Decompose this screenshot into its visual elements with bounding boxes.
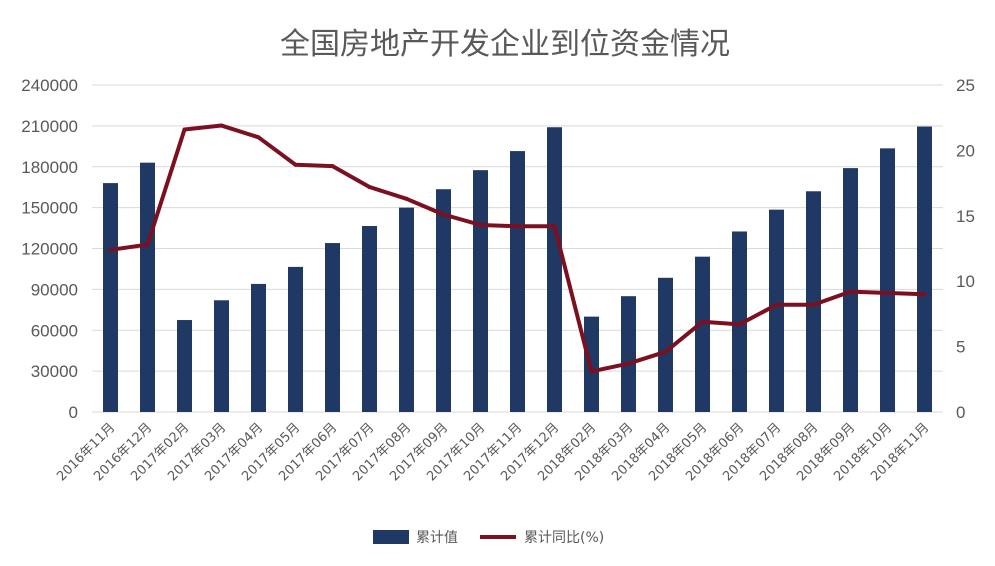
y-right-tick-label: 15: [956, 207, 975, 226]
line-point: [515, 224, 520, 229]
bar: [917, 126, 932, 413]
line-point: [626, 361, 631, 366]
legend: 累计值 累计同比(%): [373, 530, 604, 546]
line-point: [478, 222, 483, 227]
line-point: [219, 123, 224, 128]
y-left-tick-label: 210000: [21, 117, 78, 136]
y-right-tick-label: 25: [956, 76, 975, 95]
y-left-tick-label: 240000: [21, 76, 78, 95]
legend-bar-swatch: [373, 530, 409, 544]
line-point: [885, 290, 890, 295]
bar: [880, 148, 895, 412]
line-point: [700, 319, 705, 324]
y-axis-left: 0 30000 60000 90000 120000 150000 180000 210000…: [21, 76, 78, 422]
bar: [658, 277, 673, 412]
line-point: [589, 369, 594, 374]
line-point: [663, 349, 668, 354]
bar: [547, 127, 562, 413]
line-point: [182, 127, 187, 132]
bar: [251, 283, 266, 412]
bar: [436, 189, 451, 412]
y-left-tick-label: 30000: [31, 362, 78, 381]
bar: [399, 207, 414, 412]
bar: [214, 300, 229, 412]
legend-bar-label: 累计值: [416, 530, 458, 546]
line-series: [108, 123, 927, 374]
bar: [103, 183, 118, 412]
line-point: [848, 289, 853, 294]
line-point: [774, 302, 779, 307]
y-right-tick-label: 10: [956, 272, 975, 291]
line-point: [367, 185, 372, 190]
y-left-tick-label: 0: [69, 403, 78, 422]
x-axis: 2016年11月2016年12月2017年02月2017年03月2017年04月…: [54, 420, 932, 484]
bar: [325, 243, 340, 412]
bar-series: [103, 126, 932, 413]
bar: [362, 226, 377, 412]
bar: [732, 231, 747, 412]
line-point: [441, 212, 446, 217]
bar: [769, 209, 784, 412]
y-left-tick-label: 150000: [21, 199, 78, 218]
line-point: [145, 242, 150, 247]
line-point: [552, 224, 557, 229]
legend-line-label: 累计同比(%): [524, 530, 604, 546]
bar: [806, 191, 821, 412]
line-point: [922, 292, 927, 297]
bar: [621, 296, 636, 412]
y-right-tick-label: 0: [956, 403, 965, 422]
line-point: [737, 322, 742, 327]
bar: [288, 266, 303, 412]
bar: [140, 162, 155, 412]
line-point: [811, 302, 816, 307]
y-left-tick-label: 60000: [31, 321, 78, 340]
y-left-tick-label: 120000: [21, 240, 78, 259]
bar: [473, 170, 488, 412]
line-point: [108, 247, 113, 252]
bar: [695, 256, 710, 412]
bar: [177, 320, 192, 412]
y-right-tick-label: 5: [956, 338, 965, 357]
bar: [510, 151, 525, 413]
y-left-tick-label: 90000: [31, 280, 78, 299]
y-left-tick-label: 180000: [21, 158, 78, 177]
line-point: [404, 196, 409, 201]
line-point: [256, 135, 261, 140]
chart-title: 全国房地产开发企业到位资金情况: [280, 27, 730, 62]
line-point: [293, 162, 298, 167]
line-point: [330, 164, 335, 169]
y-right-tick-label: 20: [956, 141, 975, 160]
y-axis-right: 0 5 10 15 20 25: [956, 76, 975, 422]
